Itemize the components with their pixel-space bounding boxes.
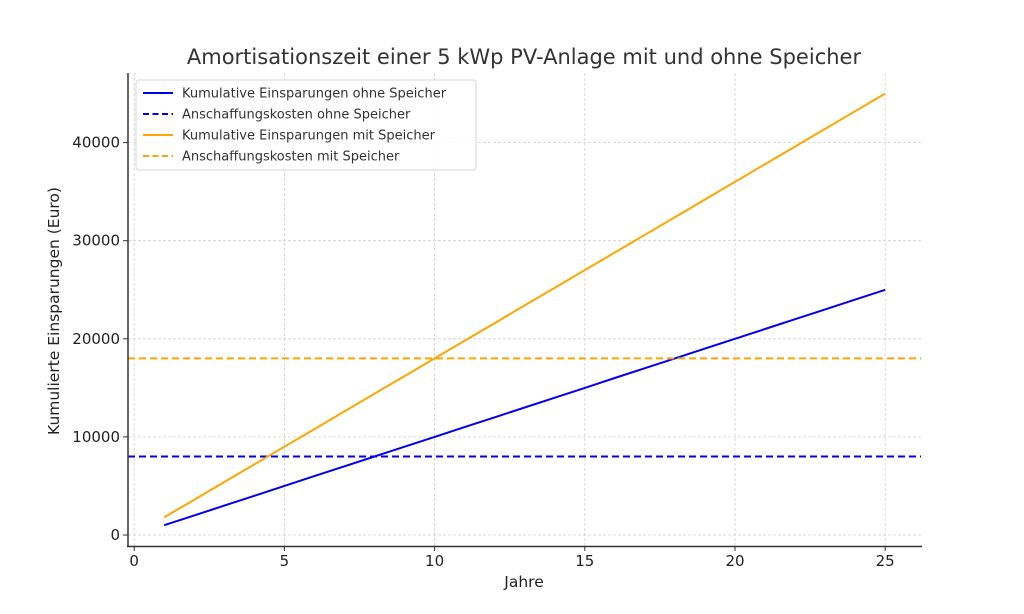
legend-label: Kumulative Einsparungen ohne Speicher	[182, 87, 447, 102]
y-ticks: 0 10000 20000 30000 40000	[72, 134, 128, 544]
x-tick-label: 5	[280, 552, 290, 570]
series-line	[163, 92, 886, 519]
legend: Kumulative Einsparungen ohne Speicher Ans…	[135, 79, 477, 171]
legend-box	[135, 79, 477, 171]
chart-title: Amortisationszeit einer 5 kWp PV-Anlage …	[187, 45, 862, 69]
legend-label: Anschaffungskosten ohne Speicher	[182, 108, 411, 123]
legend-label: Kumulative Einsparungen mit Speicher	[182, 129, 436, 144]
x-ticks: 0 5 10 15 20 25	[129, 546, 895, 570]
y-tick-label: 20000	[72, 330, 120, 348]
y-tick-label: 40000	[72, 134, 120, 152]
y-tick-label: 30000	[72, 232, 120, 250]
x-tick-label: 10	[425, 552, 444, 570]
y-tick-label: 10000	[72, 428, 120, 446]
y-axis-label: Kumulierte Einsparungen (Euro)	[45, 187, 63, 435]
x-axis-label: Jahre	[503, 573, 543, 591]
axes	[127, 73, 922, 548]
x-tick-label: 20	[725, 552, 744, 570]
x-tick-label: 0	[129, 552, 139, 570]
legend-label: Anschaffungskosten mit Speicher	[182, 150, 400, 165]
data-series	[128, 92, 921, 527]
y-tick-label: 0	[110, 526, 120, 544]
series-line	[163, 288, 886, 527]
x-tick-label: 25	[876, 552, 895, 570]
x-tick-label: 15	[575, 552, 594, 570]
